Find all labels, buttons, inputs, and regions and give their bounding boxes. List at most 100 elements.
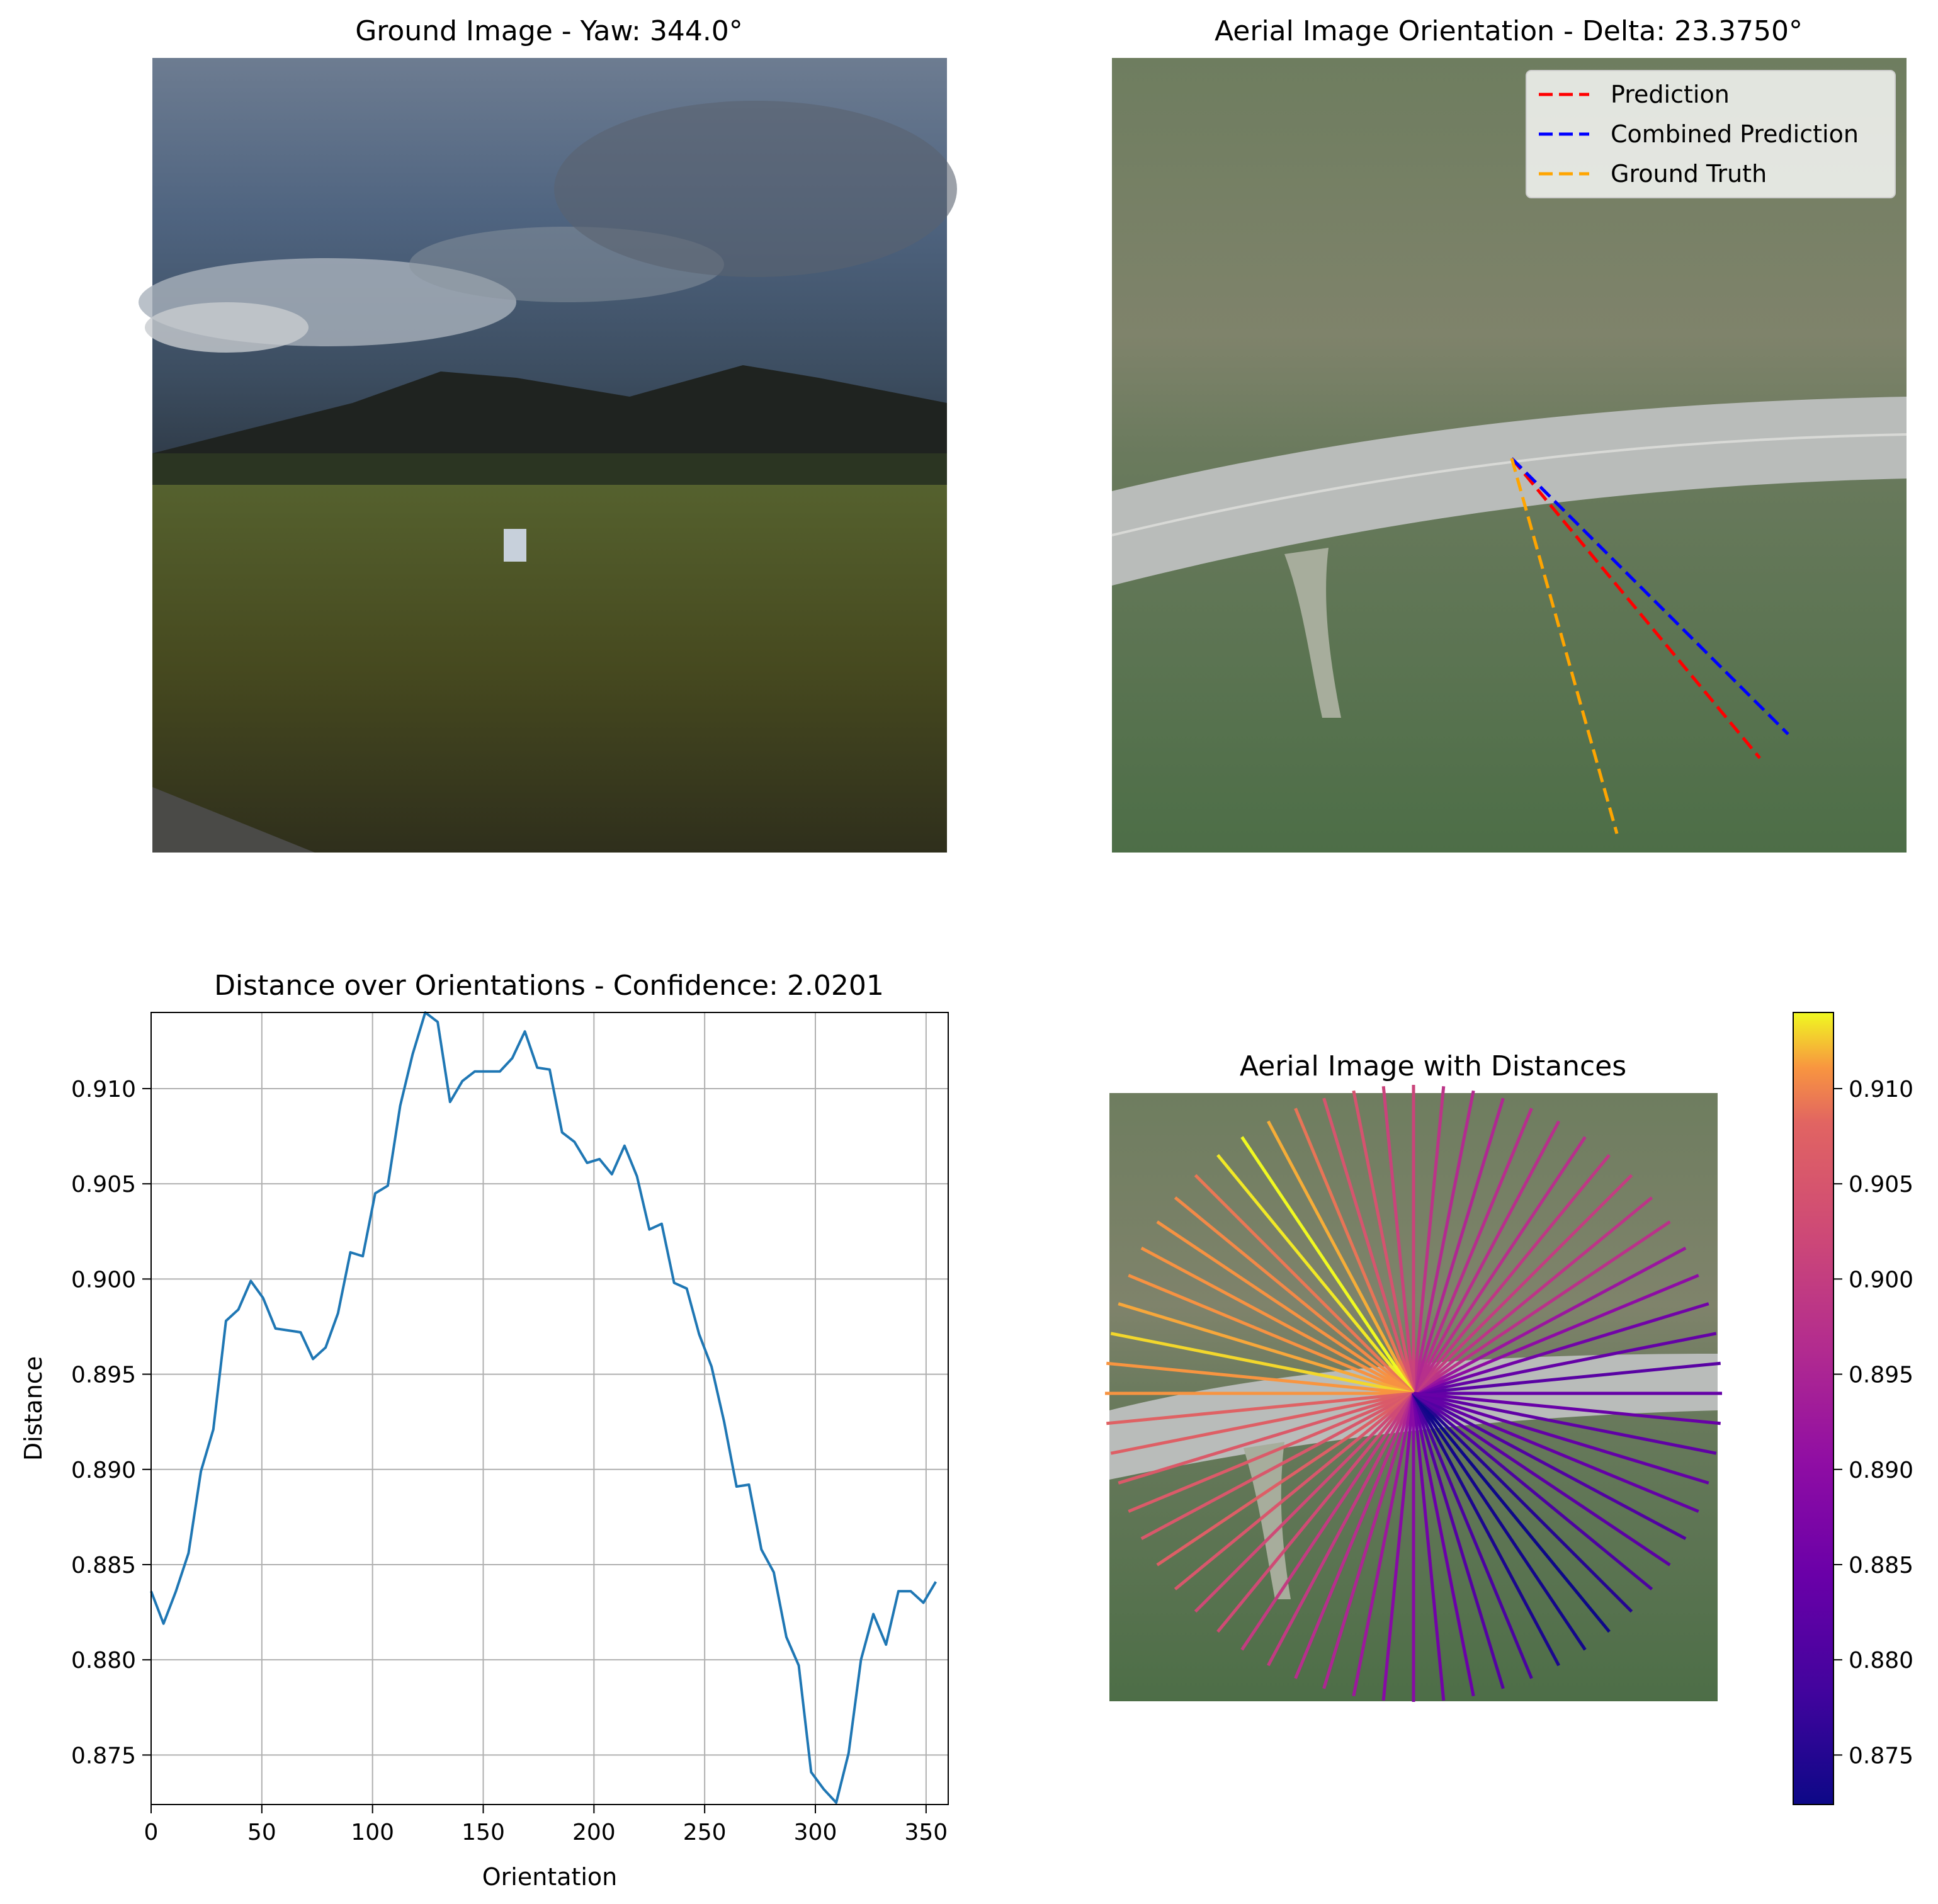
distance-ray <box>1322 1097 1415 1394</box>
distance-ray <box>1128 1391 1414 1513</box>
distance-ray <box>1413 1274 1699 1395</box>
ground-panel: Ground Image - Yaw: 344.0° <box>139 15 957 853</box>
y-tick-label: 0.900 <box>71 1267 136 1293</box>
distance-ray <box>1413 1391 1709 1485</box>
distance-ray <box>1106 1361 1414 1395</box>
distance-y-label: Distance <box>20 1356 47 1461</box>
distance-ray <box>1118 1391 1414 1485</box>
distance-ray <box>1240 1392 1415 1651</box>
distance-ray <box>1412 1090 1475 1394</box>
distance-ray <box>1110 1332 1414 1395</box>
x-tick-label: 50 <box>247 1820 276 1845</box>
distance-x-ticks: 0 50 100 150 200 250 300 350 <box>144 1805 948 1845</box>
distance-ray <box>1352 1090 1415 1394</box>
x-tick-label: 150 <box>462 1820 505 1845</box>
distance-ray <box>1140 1391 1415 1541</box>
x-tick-label: 350 <box>904 1820 948 1845</box>
distance-ray <box>1413 1391 1699 1513</box>
distance-ray <box>1128 1274 1414 1395</box>
distance-ray <box>1412 1392 1587 1651</box>
y-tick-label: 0.910 <box>71 1077 136 1102</box>
distance-ray <box>1412 1097 1505 1394</box>
distance-ray <box>1294 1108 1415 1394</box>
distance-ray <box>1412 1174 1633 1395</box>
distance-ray <box>1412 1392 1633 1613</box>
distance-ray <box>1240 1136 1415 1395</box>
distance-ray <box>1216 1153 1415 1395</box>
distance-ray <box>1194 1174 1415 1395</box>
y-tick-label: 0.875 <box>71 1743 136 1769</box>
distance-ray <box>1412 1391 1687 1541</box>
distance-ray <box>1413 1302 1709 1395</box>
colorbar-gradient <box>1793 1012 1834 1805</box>
distance-series-line <box>150 1011 938 1804</box>
distance-grid <box>150 1012 948 1805</box>
distance-ray <box>1194 1392 1415 1613</box>
legend-combined-prediction: Combined Prediction <box>1611 120 1859 148</box>
distance-ray <box>1412 1393 1446 1701</box>
colorbar-tick-label: 0.880 <box>1849 1648 1913 1674</box>
rays-panel: Aerial Image with Distances <box>1105 1050 1722 1702</box>
y-tick-label: 0.880 <box>71 1648 136 1674</box>
prediction-line <box>1510 457 1761 759</box>
distance-ray <box>1381 1393 1415 1701</box>
distance-ray <box>1412 1392 1611 1633</box>
colorbar-tick-label: 0.885 <box>1849 1553 1913 1578</box>
distance-ray <box>1412 1108 1533 1394</box>
distance-ray <box>1412 1393 1533 1679</box>
distance-ray <box>1412 1153 1611 1395</box>
legend-prediction: Prediction <box>1611 81 1730 108</box>
distance-ray <box>1106 1391 1414 1425</box>
x-tick-label: 100 <box>351 1820 394 1845</box>
colorbar-ticks: 0.875 0.880 0.885 0.890 0.895 0.900 0.905 0.910 <box>1833 1077 1913 1769</box>
distance-ray <box>1156 1220 1415 1395</box>
ground-title: Ground Image - Yaw: 344.0° <box>355 15 743 47</box>
y-tick-label: 0.905 <box>71 1172 136 1198</box>
distance-ray <box>1381 1086 1415 1394</box>
distance-ray <box>1118 1302 1414 1395</box>
distance-ray <box>1413 1332 1717 1395</box>
aerial-panel: Aerial Image Orientation - Delta: 23.375… <box>1111 15 1907 853</box>
legend-ground-truth: Ground Truth <box>1611 160 1767 188</box>
distance-ray <box>1110 1391 1414 1455</box>
colorbar-tick-label: 0.900 <box>1849 1267 1913 1293</box>
distance-ray <box>1322 1393 1415 1689</box>
colorbar: 0.875 0.880 0.885 0.890 0.895 0.900 0.905 0.910 <box>1793 1012 1913 1805</box>
x-tick-label: 250 <box>683 1820 727 1845</box>
ground-photo <box>139 58 957 853</box>
x-tick-label: 200 <box>572 1820 616 1845</box>
distance-ray <box>1412 1196 1653 1395</box>
distance-ray <box>1352 1393 1415 1697</box>
rays-title: Aerial Image with Distances <box>1240 1050 1626 1082</box>
distance-ray <box>1216 1392 1415 1633</box>
ground-truth-line <box>1510 458 1619 834</box>
x-tick-label: 0 <box>144 1820 159 1845</box>
y-tick-label: 0.895 <box>71 1363 136 1388</box>
x-tick-label: 300 <box>794 1820 837 1845</box>
aerial-title: Aerial Image Orientation - Delta: 23.375… <box>1215 15 1803 47</box>
distance-ray <box>1412 1393 1475 1697</box>
distance-ray <box>1412 1086 1446 1394</box>
distance-ray <box>1156 1391 1415 1567</box>
colorbar-tick-label: 0.875 <box>1849 1743 1913 1769</box>
distance-ray <box>1413 1361 1721 1395</box>
distance-ray <box>1412 1220 1671 1395</box>
distance-ray <box>1140 1246 1415 1395</box>
aerial-legend: Prediction Combined Prediction Ground Tr… <box>1526 70 1896 198</box>
colorbar-tick-label: 0.910 <box>1849 1077 1913 1102</box>
distance-ray <box>1266 1392 1415 1667</box>
distance-ray <box>1174 1196 1415 1395</box>
colorbar-tick-label: 0.905 <box>1849 1172 1913 1198</box>
colorbar-tick-label: 0.890 <box>1849 1458 1913 1483</box>
distance-ray <box>1412 1392 1653 1590</box>
distance-ray <box>1412 1136 1587 1395</box>
distance-ray <box>1412 1393 1505 1689</box>
y-tick-label: 0.890 <box>71 1458 136 1483</box>
combined-prediction-line <box>1510 457 1789 735</box>
distance-chart-title: Distance over Orientations - Confidence:… <box>214 970 884 1002</box>
distance-ray <box>1412 1120 1561 1395</box>
distance-ray <box>1413 1391 1721 1425</box>
distance-ray <box>1294 1393 1415 1679</box>
distance-ray <box>1412 1392 1561 1667</box>
